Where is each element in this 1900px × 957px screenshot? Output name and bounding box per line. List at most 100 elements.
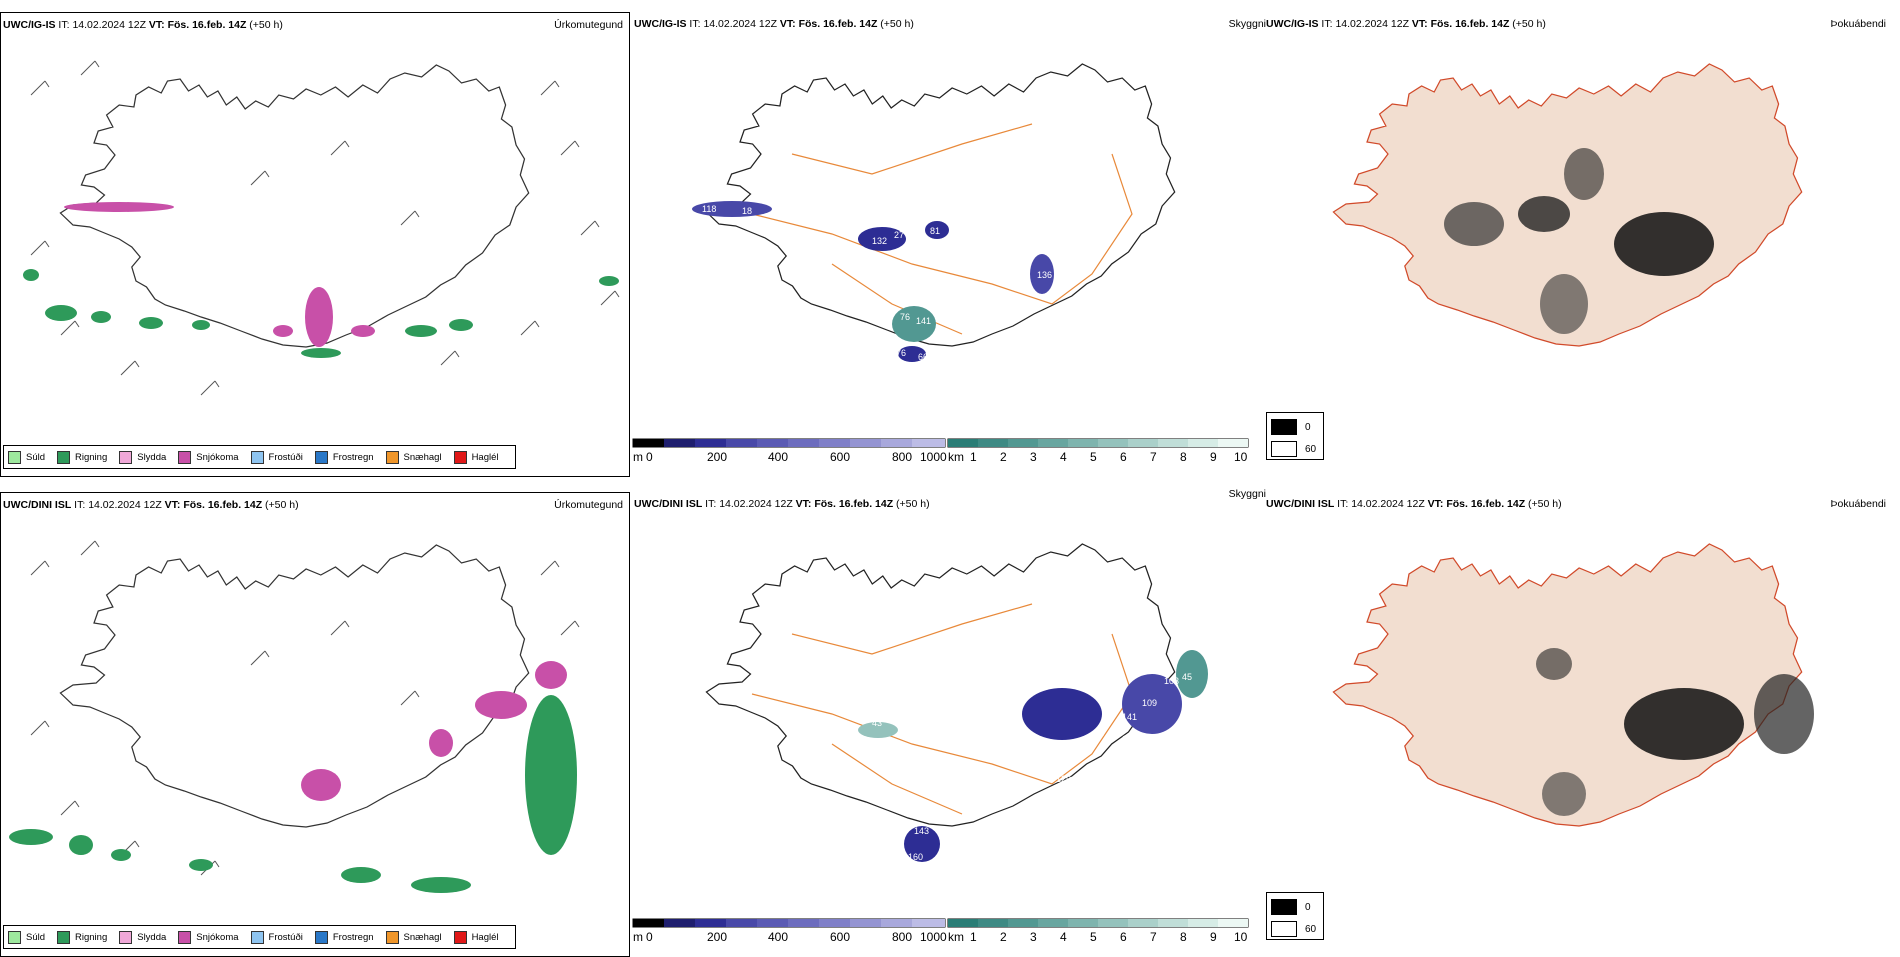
svg-text:2: 2 — [1000, 450, 1007, 464]
valid-time: Fös. 16.feb. 14Z — [167, 19, 247, 31]
svg-text:81: 81 — [930, 226, 940, 236]
svg-text:124: 124 — [1044, 796, 1059, 806]
svg-text:200: 200 — [707, 930, 727, 944]
panel-header: UWC/DINI ISL IT: 14.02.2024 12Z VT: Fös.… — [634, 498, 930, 510]
visibility-map: 101 43 111 72 199 81 109 194 192 141 103… — [705, 543, 1208, 862]
svg-text:600: 600 — [830, 450, 850, 464]
fog-scale-row1: 0 60 — [1266, 412, 1324, 460]
panel-title: Úrkomutegund — [554, 499, 623, 511]
svg-text:1: 1 — [970, 450, 977, 464]
svg-text:2: 2 — [1000, 930, 1007, 944]
svg-text:4: 4 — [1060, 930, 1067, 944]
svg-text:km: km — [948, 450, 964, 464]
svg-text:10: 10 — [1234, 930, 1248, 944]
svg-text:7: 7 — [1150, 450, 1157, 464]
panel-header: UWC/IG-IS IT: 14.02.2024 12Z VT: Fös. 16… — [1266, 18, 1546, 30]
legend-item: Haglél — [453, 450, 499, 464]
panel-title: Þokuábendi — [1830, 498, 1886, 510]
svg-text:76: 76 — [896, 348, 906, 358]
m-scale-swatches — [633, 439, 945, 447]
legend-item: Frostregn — [314, 930, 374, 944]
fog-panel-row1: UWC/IG-IS IT: 14.02.2024 12Z VT: Fös. 16… — [1264, 12, 1894, 477]
km-scale-swatches — [948, 439, 1248, 447]
svg-text:5: 5 — [1090, 450, 1097, 464]
svg-text:129: 129 — [1056, 774, 1071, 784]
svg-text:9: 9 — [1210, 930, 1217, 944]
svg-text:192: 192 — [1142, 746, 1157, 756]
svg-text:5: 5 — [1090, 930, 1097, 944]
vt-label: VT: — [148, 19, 165, 31]
svg-text:7: 7 — [1150, 930, 1157, 944]
svg-text:199: 199 — [1052, 754, 1067, 764]
svg-text:m: m — [633, 930, 643, 944]
visibility-areas — [858, 650, 1208, 862]
legend-item: Rigning — [57, 930, 107, 944]
svg-text:194: 194 — [1122, 734, 1137, 744]
legend-item: Frostregn — [314, 450, 374, 464]
scale-km: km 1 2 3 4 5 6 7 8 9 10 — [947, 438, 1249, 464]
svg-text:1000: 1000 — [920, 450, 947, 464]
visibility-labels: 67 118 18 132 27 81 76 141 76 66 78 136 — [702, 186, 1052, 364]
legend-item: Súld — [8, 930, 45, 944]
fog-map — [1332, 543, 1814, 827]
svg-text:67: 67 — [937, 186, 947, 196]
svg-text:143: 143 — [914, 826, 929, 836]
svg-text:103: 103 — [1164, 676, 1179, 686]
legend-item: Snæhagl — [385, 930, 442, 944]
visibility-scale-row2: m 0 200 400 600 800 1000 km 1 2 3 — [632, 918, 1249, 944]
legend-item: Rigning — [57, 450, 107, 464]
svg-text:43: 43 — [872, 718, 882, 728]
model-name: UWC/IG-IS — [3, 19, 56, 31]
legend-item: Snjókoma — [178, 450, 239, 464]
legend-item: Snæhagl — [385, 450, 442, 464]
fog-areas — [1536, 648, 1814, 816]
precip-map — [9, 540, 580, 893]
visibility-panel-row1: UWC/IG-IS IT: 14.02.2024 12Z VT: Fös. 16… — [632, 12, 1266, 477]
legend-item: Haglél — [453, 930, 499, 944]
svg-text:1: 1 — [970, 930, 977, 944]
legend-item: Slydda — [119, 930, 166, 944]
legend-item: Frostúði — [250, 450, 303, 464]
svg-text:800: 800 — [892, 450, 912, 464]
precip-legend: Súld Rigning Slydda Snjókoma Frostúði Fr… — [3, 445, 516, 469]
panel-header: UWC/DINI ISL IT: 14.02.2024 12Z VT: Fös.… — [1266, 498, 1562, 510]
svg-text:66: 66 — [918, 352, 928, 362]
svg-text:76: 76 — [900, 312, 910, 322]
svg-text:8: 8 — [1180, 930, 1187, 944]
scale-m: m 0 200 400 600 800 1000 — [632, 918, 947, 944]
svg-text:74: 74 — [1070, 786, 1080, 796]
svg-text:4: 4 — [1060, 450, 1067, 464]
lead-time: (+50 h) — [249, 19, 283, 31]
svg-text:9: 9 — [1210, 450, 1217, 464]
svg-text:109: 109 — [1142, 698, 1157, 708]
svg-text:10: 10 — [1234, 450, 1248, 464]
svg-text:400: 400 — [768, 450, 788, 464]
svg-text:27: 27 — [894, 230, 904, 240]
panel-title: Skyggni — [1228, 488, 1266, 500]
panel-header: UWC/IG-IS IT: 14.02.2024 12Z VT: Fös. 16… — [3, 19, 283, 31]
legend-item: Snjókoma — [178, 930, 239, 944]
visibility-panel-row2: UWC/DINI ISL IT: 14.02.2024 12Z VT: Fös.… — [632, 488, 1266, 957]
svg-text:72: 72 — [1034, 738, 1044, 748]
svg-text:600: 600 — [830, 930, 850, 944]
legend-item: Súld — [8, 450, 45, 464]
svg-text:141: 141 — [1122, 712, 1137, 722]
svg-text:45: 45 — [1182, 672, 1192, 682]
svg-text:3: 3 — [1030, 930, 1037, 944]
visibility-labels: 101 43 111 72 199 81 109 194 192 141 103… — [872, 672, 1192, 862]
precip-panel-row1: UWC/IG-IS IT: 14.02.2024 12Z VT: Fös. 16… — [0, 12, 630, 477]
svg-text:200: 200 — [707, 450, 727, 464]
svg-text:0: 0 — [646, 930, 653, 944]
precip-map — [23, 60, 620, 396]
svg-text:101: 101 — [942, 708, 957, 718]
svg-text:160: 160 — [908, 852, 923, 862]
svg-text:132: 132 — [872, 236, 887, 246]
svg-text:1000: 1000 — [920, 930, 947, 944]
panel-header: UWC/DINI ISL IT: 14.02.2024 12Z VT: Fös.… — [3, 499, 299, 511]
visibility-map: 67 118 18 132 27 81 76 141 76 66 78 136 — [692, 63, 1176, 364]
legend-item: Frostúði — [250, 930, 303, 944]
precip-areas — [9, 661, 577, 893]
panel-header: UWC/IG-IS IT: 14.02.2024 12Z VT: Fös. 16… — [634, 18, 914, 30]
scale-m: m 0 200 400 600 800 1000 — [632, 438, 947, 464]
svg-text:6: 6 — [1120, 930, 1127, 944]
